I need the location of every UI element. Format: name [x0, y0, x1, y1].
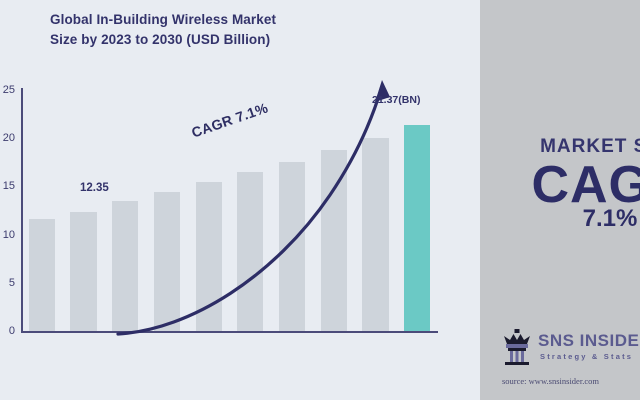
cagr-value: 7.1% [582, 205, 638, 232]
y-axis-tick: 0 [8, 325, 15, 337]
chart-title-line-1: Global In-Building Wireless Market [50, 12, 277, 27]
cagr-heading: CAGR [531, 156, 640, 214]
y-axis-tick: 20 [2, 132, 15, 145]
source-text: source: www.snsinsider.com [502, 376, 599, 386]
summary-panel-inner: MARKET SIZE CAGR 7.1% SNS INSIDER Strate… [480, 0, 640, 400]
brand-tagline: Strategy & Stats [540, 352, 634, 361]
bar-2021 [28, 218, 55, 331]
brand-logo: SNS INSIDER Strategy & Stats [500, 328, 640, 368]
y-axis-line [21, 88, 23, 333]
bar-2026 [237, 171, 264, 331]
bar-2028 [320, 150, 347, 331]
chart-panel: Global In-Building Wireless Market Size … [2, 10, 438, 337]
data-label-2022: 12.35 [80, 182, 109, 194]
summary-panel: MARKET SIZE CAGR 7.1% SNS INSIDER Strate… [480, 0, 640, 400]
bar-2027 [278, 161, 306, 331]
bar-2030 [404, 125, 431, 331]
bar-2024 [153, 192, 181, 331]
y-axis-tick: 15 [2, 180, 15, 193]
y-axis-tick: 10 [2, 228, 15, 241]
bar-2029 [362, 137, 389, 331]
market-size-label: MARKET SIZE [540, 136, 640, 157]
x-axis-line [21, 331, 438, 333]
bar-2025 [195, 182, 222, 331]
y-axis-tick: 25 [2, 84, 15, 96]
chess-king-icon [504, 329, 530, 365]
brand-name: SNS INSIDER [538, 331, 640, 350]
chart-title-line-2: Size by 2023 to 2030 (USD Billion) [50, 31, 271, 47]
bar-2022 [70, 211, 97, 331]
chart-title: Global In-Building Wireless Market Size … [50, 10, 430, 49]
bar-2023 [112, 201, 139, 331]
data-label-2030: 21.37(BN) [372, 94, 421, 106]
y-axis-tick: 5 [8, 276, 15, 289]
